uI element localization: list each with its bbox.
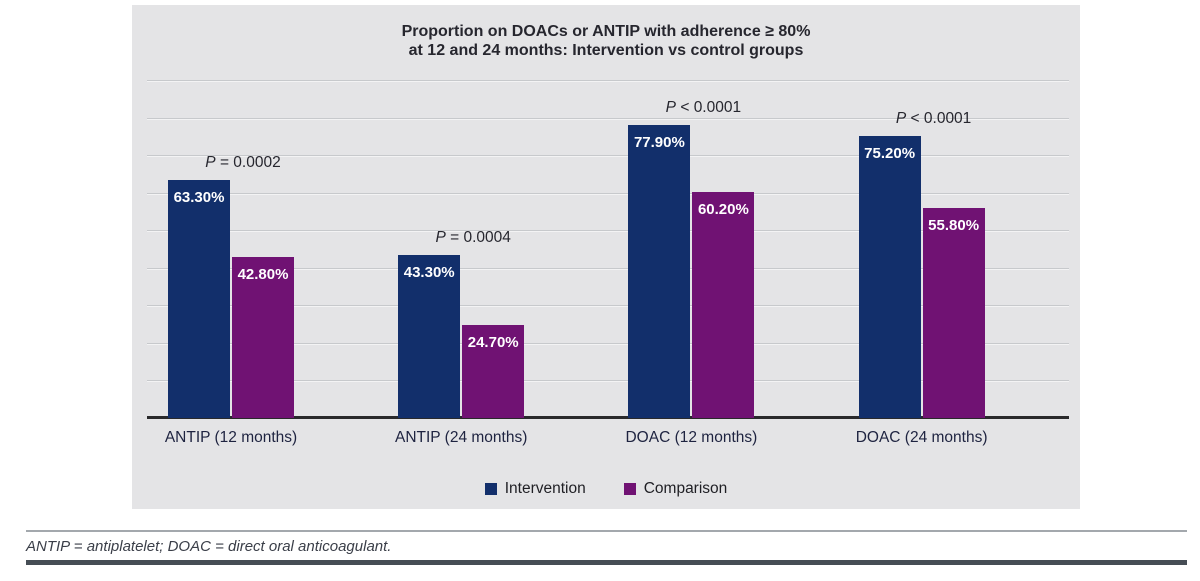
chart-title: Proportion on DOACs or ANTIP with adhere… <box>132 22 1080 60</box>
p-value-label: P = 0.0002 <box>205 154 281 172</box>
bar-value-label: 24.70% <box>467 334 519 352</box>
chart-title-line2: at 12 and 24 months: Intervention vs con… <box>408 42 804 59</box>
bar-value-label: 77.90% <box>633 134 685 152</box>
gridline <box>147 230 1069 232</box>
bar-comparison: 42.80% <box>232 257 294 418</box>
bottom-rule <box>26 560 1187 565</box>
legend-swatch-intervention <box>484 483 497 495</box>
p-value-label: P < 0.0001 <box>665 99 742 117</box>
legend-label: Intervention <box>504 480 586 497</box>
x-axis-label: DOAC (12 months) <box>625 429 758 446</box>
bar-intervention: 75.20% <box>858 135 921 418</box>
legend-item-comparison: Comparison <box>623 480 728 498</box>
gridline <box>147 267 1069 269</box>
gridline <box>147 192 1069 194</box>
legend-item-intervention: Intervention <box>484 480 586 498</box>
footnote-divider <box>26 530 1187 532</box>
bar-intervention: 63.30% <box>168 180 230 418</box>
gridline <box>147 80 1069 81</box>
plot-area: 63.30% 42.80% P = 0.0002 ANTIP (12 months) 4… <box>147 80 1069 446</box>
gridline <box>147 155 1069 157</box>
bar-value-label: 43.30% <box>403 264 455 282</box>
legend: Intervention Comparison <box>132 480 1080 498</box>
bar-value-label: 42.80% <box>237 266 289 284</box>
p-value-label: P = 0.0004 <box>435 229 511 247</box>
bar-value-label: 63.30% <box>173 189 225 207</box>
bar-comparison: 60.20% <box>692 191 755 418</box>
p-value-label: P < 0.0001 <box>895 109 972 127</box>
chart-panel: Proportion on DOACs or ANTIP with adhere… <box>132 5 1080 509</box>
bar-comparison: 24.70% <box>462 325 525 418</box>
chart-title-line1: Proportion on DOACs or ANTIP with adhere… <box>401 23 811 40</box>
bar-comparison: 55.80% <box>922 208 985 418</box>
legend-swatch-comparison <box>623 483 636 495</box>
bar-value-label: 75.20% <box>864 144 916 162</box>
gridline <box>147 117 1069 119</box>
x-axis-label: DOAC (24 months) <box>855 429 988 446</box>
bar-value-label: 60.20% <box>697 200 749 218</box>
x-axis-label: ANTIP (12 months) <box>164 429 298 446</box>
gridline <box>147 342 1069 344</box>
gridline <box>147 305 1069 307</box>
gridline <box>147 380 1069 382</box>
x-axis-line <box>147 416 1069 419</box>
x-axis-label: ANTIP (24 months) <box>395 429 528 446</box>
bar-intervention: 77.90% <box>628 125 691 418</box>
bar-value-label: 55.80% <box>928 217 980 235</box>
bar-intervention: 43.30% <box>398 255 461 418</box>
legend-label: Comparison <box>643 480 728 497</box>
footnote: ANTIP = antiplatelet; DOAC = direct oral… <box>26 538 392 555</box>
